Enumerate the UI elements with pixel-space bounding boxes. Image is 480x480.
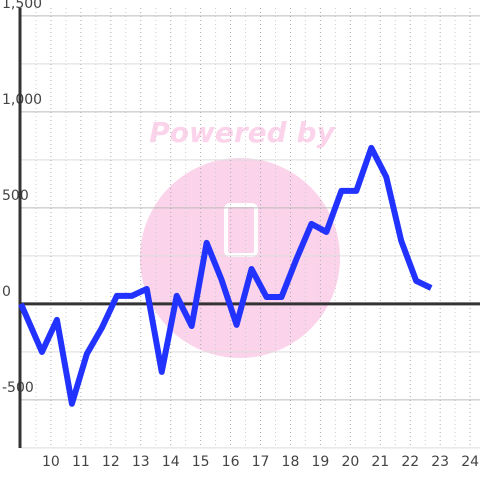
- x-tick-label: 24: [461, 454, 479, 470]
- y-tick-label: 1,000: [2, 92, 42, 108]
- y-tick-label: -500: [2, 380, 34, 396]
- x-tick-label: 13: [132, 454, 150, 470]
- y-tick-label: 1,500: [2, 0, 42, 12]
- x-tick-label: 19: [311, 454, 329, 470]
- x-tick-label: 22: [401, 454, 419, 470]
- y-tick-label: 0: [2, 284, 11, 300]
- x-tick-label: 11: [72, 454, 90, 470]
- y-tick-label: 500: [2, 188, 29, 204]
- watermark-text: Powered by: [149, 116, 336, 149]
- x-tick-label: 23: [431, 454, 449, 470]
- watermark-icon: [224, 203, 258, 257]
- line: [18, 144, 433, 407]
- x-tick-label: 20: [341, 454, 359, 470]
- x-tick-label: 17: [252, 454, 270, 470]
- x-tick-label: 10: [42, 454, 60, 470]
- x-tick-label: 16: [222, 454, 240, 470]
- x-tick-label: 21: [371, 454, 389, 470]
- x-tick-label: 18: [282, 454, 300, 470]
- x-tick-label: 14: [162, 454, 180, 470]
- x-tick-label: 12: [102, 454, 120, 470]
- x-tick-label: 15: [192, 454, 210, 470]
